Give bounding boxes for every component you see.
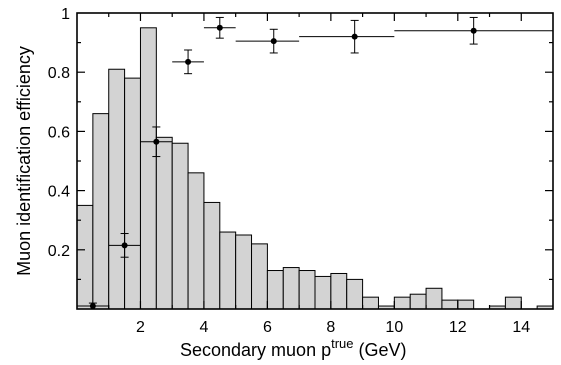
x-axis-label-superscript: true xyxy=(331,336,353,351)
histogram-bar xyxy=(314,275,332,310)
efficiency-point xyxy=(140,126,173,158)
efficiency-point xyxy=(235,28,300,54)
y-tick-labels: 0.2 0.4 0.6 0.8 1 xyxy=(48,6,70,260)
y-tick-label: 0.2 xyxy=(48,243,70,260)
efficiency-marker xyxy=(351,33,358,40)
efficiency-point xyxy=(77,302,109,310)
efficiency-point xyxy=(394,16,553,45)
histogram-bar xyxy=(362,296,379,310)
histogram-bar xyxy=(393,296,411,310)
efficiency-marker xyxy=(185,58,192,65)
x-axis-label-main: Secondary muon p xyxy=(180,340,331,360)
histogram-bar xyxy=(330,272,348,310)
histogram-bar xyxy=(92,113,110,310)
histogram-bar xyxy=(171,142,189,310)
histogram-bar xyxy=(282,267,300,310)
histogram-bar xyxy=(219,231,237,310)
efficiency-points xyxy=(77,16,553,310)
x-tick-label: 10 xyxy=(385,319,403,336)
x-tick-labels: 2 4 6 8 10 12 14 xyxy=(136,319,530,336)
x-tick-label: 4 xyxy=(199,319,208,336)
histogram-bar xyxy=(155,136,173,310)
efficiency-marker xyxy=(153,138,160,145)
histogram-bar xyxy=(124,77,141,310)
efficiency-marker xyxy=(270,38,277,45)
histogram-bar xyxy=(139,27,157,310)
x-tick-label: 6 xyxy=(263,319,272,336)
histogram-bars xyxy=(76,27,554,310)
histogram-bar xyxy=(441,299,459,310)
y-tick-label: 0.6 xyxy=(48,124,70,141)
histogram-bar xyxy=(409,293,427,310)
efficiency-point xyxy=(203,16,236,39)
axis-ticks xyxy=(77,13,553,309)
x-tick-label: 2 xyxy=(136,319,145,336)
y-tick-label: 1 xyxy=(61,6,70,23)
efficiency-point xyxy=(172,49,204,75)
histogram-bar xyxy=(187,172,205,310)
histogram-bar xyxy=(266,270,284,310)
y-axis-label: Muon identification efficiency xyxy=(14,46,34,276)
x-axis-label-unit: (GeV) xyxy=(359,340,407,360)
histogram-bar xyxy=(425,287,443,310)
efficiency-marker xyxy=(121,242,128,249)
efficiency-point xyxy=(108,233,141,258)
efficiency-marker xyxy=(470,27,477,34)
histogram-bar xyxy=(76,204,94,310)
histogram-bar xyxy=(504,296,522,310)
histogram-bar xyxy=(251,243,268,310)
histogram-bar xyxy=(346,278,364,310)
efficiency-marker xyxy=(89,303,96,310)
histogram-bar xyxy=(108,68,126,310)
efficiency-marker xyxy=(216,24,223,31)
x-axis-label: Secondary muon ptrue (GeV) xyxy=(180,336,407,360)
histogram-bar xyxy=(203,201,221,310)
histogram-bar xyxy=(235,234,253,310)
histogram-bar xyxy=(298,270,316,310)
efficiency-point xyxy=(299,19,395,54)
y-tick-label: 0.4 xyxy=(48,184,70,201)
x-tick-label: 12 xyxy=(449,319,467,336)
y-tick-label: 0.8 xyxy=(48,65,70,82)
histogram-bar xyxy=(457,299,475,310)
x-tick-label: 8 xyxy=(326,319,335,336)
x-tick-label: 14 xyxy=(512,319,530,336)
